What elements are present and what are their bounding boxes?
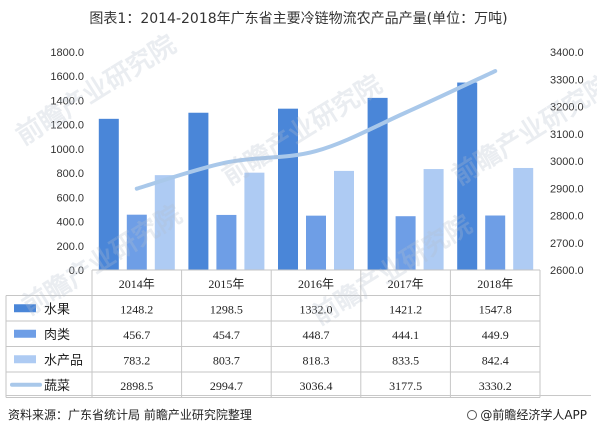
y-right-tick-label: 3000.0 <box>550 156 584 168</box>
line-point-vegetable <box>136 188 138 190</box>
y-right-tick-label: 2600.0 <box>550 265 584 277</box>
data-label-aquatic: 833.5 <box>392 353 419 367</box>
bar-aquatic <box>334 170 354 270</box>
brand-credit: @前瞻经济学人APP <box>467 406 587 423</box>
data-label-aquatic: 818.3 <box>303 353 330 367</box>
y-right-tick-label: 3400.0 <box>550 47 584 59</box>
y-right-tick-label: 2900.0 <box>550 183 584 195</box>
y-left-tick-label: 1000.0 <box>50 144 84 156</box>
data-label-meat: 456.7 <box>123 328 150 342</box>
legend-label-fruit: 水果 <box>44 302 70 317</box>
data-label-aquatic: 803.7 <box>213 353 240 367</box>
y-right-tick-label: 2700.0 <box>550 238 584 250</box>
bar-fruit <box>367 97 388 270</box>
y-left-tick-label: 1400.0 <box>50 95 84 107</box>
bar-meat <box>306 215 326 270</box>
line-point-vegetable <box>405 112 407 114</box>
y-left-tick-label: 0.0 <box>69 265 84 277</box>
category-label: 2016年 <box>298 277 334 291</box>
category-label: 2015年 <box>208 277 244 291</box>
data-label-fruit: 1421.2 <box>389 302 422 316</box>
bar-aquatic <box>513 167 534 270</box>
footer-divider <box>6 395 591 396</box>
data-label-vegetable: 3330.2 <box>479 379 512 393</box>
data-label-vegetable: 3036.4 <box>300 379 333 393</box>
data-label-fruit: 1332.0 <box>300 302 333 316</box>
data-label-meat: 449.9 <box>482 328 509 342</box>
data-label-meat: 444.1 <box>392 328 419 342</box>
bar-meat <box>126 214 147 270</box>
bar-fruit <box>98 118 119 271</box>
y-right-tick-label: 3100.0 <box>550 129 584 141</box>
data-label-aquatic: 842.4 <box>482 353 509 367</box>
y-right-tick-label: 3300.0 <box>550 74 584 86</box>
data-label-vegetable: 3177.5 <box>389 379 422 393</box>
y-left-tick-label: 1200.0 <box>50 120 84 132</box>
brand-text: @前瞻经济学人APP <box>480 408 587 422</box>
bar-aquatic <box>154 175 175 270</box>
bar-fruit <box>278 108 298 271</box>
data-label-aquatic: 783.2 <box>123 353 150 367</box>
source-note: 资料来源：广东省统计局 前瞻产业研究院整理 <box>8 408 252 422</box>
legend-swatch-meat <box>14 329 36 338</box>
category-label: 2017年 <box>388 277 424 291</box>
data-label-fruit: 1298.5 <box>210 302 243 316</box>
y-left-tick-label: 1600.0 <box>50 71 84 83</box>
y-right-tick-label: 3200.0 <box>550 102 584 114</box>
y-left-tick-label: 800.0 <box>56 168 84 180</box>
chart: 0.0 200.0 400.0 600.0 800.0 1000.0 1200.0 1400.… <box>5 47 584 398</box>
category-label: 2014年 <box>119 277 155 291</box>
line-point-vegetable <box>225 161 227 163</box>
bar-fruit <box>188 112 209 271</box>
data-label-fruit: 1547.8 <box>479 302 512 316</box>
y-left-tick-label: 600.0 <box>56 192 84 204</box>
y-left-tick-label: 1800.0 <box>50 47 84 59</box>
bar-aquatic <box>423 169 444 270</box>
bar-aquatic <box>244 172 265 270</box>
data-label-meat: 448.7 <box>303 328 330 342</box>
line-point-vegetable <box>494 70 496 72</box>
legend-label-vegetable: 蔬菜 <box>44 379 70 394</box>
y-left-tick-label: 400.0 <box>56 217 84 229</box>
bar-meat <box>216 214 237 270</box>
bar-meat <box>485 215 506 270</box>
data-label-vegetable: 2994.7 <box>210 379 243 393</box>
y-right-tick-label: 2800.0 <box>550 211 584 223</box>
data-label-meat: 454.7 <box>213 328 240 342</box>
chart-title: 图表1：2014-2018年广东省主要冷链物流农产品产量(单位：万吨) <box>89 11 508 27</box>
legend-swatch-aquatic <box>14 355 36 364</box>
data-label-fruit: 1248.2 <box>120 302 153 316</box>
bar-fruit <box>457 82 478 270</box>
brand-logo-icon <box>467 410 478 420</box>
y-left-tick-label: 200.0 <box>56 241 84 253</box>
legend-label-aquatic: 水产品 <box>44 353 83 368</box>
bar-meat <box>395 216 416 270</box>
line-point-vegetable <box>315 150 317 152</box>
legend-label-meat: 肉类 <box>44 328 70 343</box>
category-label: 2018年 <box>477 277 513 291</box>
legend-swatch-fruit <box>14 304 36 313</box>
data-label-vegetable: 2898.5 <box>120 379 153 393</box>
